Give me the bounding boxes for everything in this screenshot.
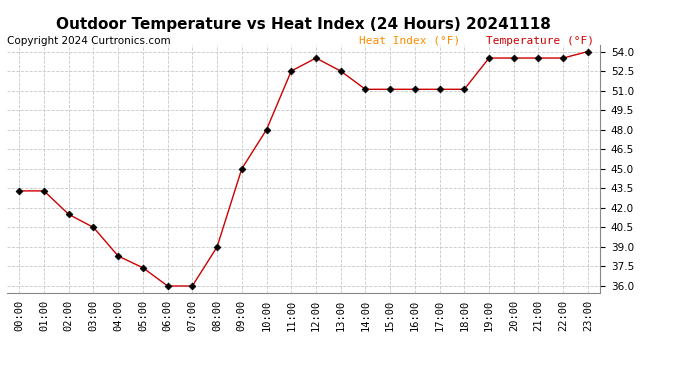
- Text: Outdoor Temperature vs Heat Index (24 Hours) 20241118: Outdoor Temperature vs Heat Index (24 Ho…: [56, 17, 551, 32]
- Text: Copyright 2024 Curtronics.com: Copyright 2024 Curtronics.com: [7, 36, 170, 46]
- Text: Temperature (°F): Temperature (°F): [486, 36, 595, 46]
- Text: Heat Index (°F): Heat Index (°F): [359, 36, 460, 46]
